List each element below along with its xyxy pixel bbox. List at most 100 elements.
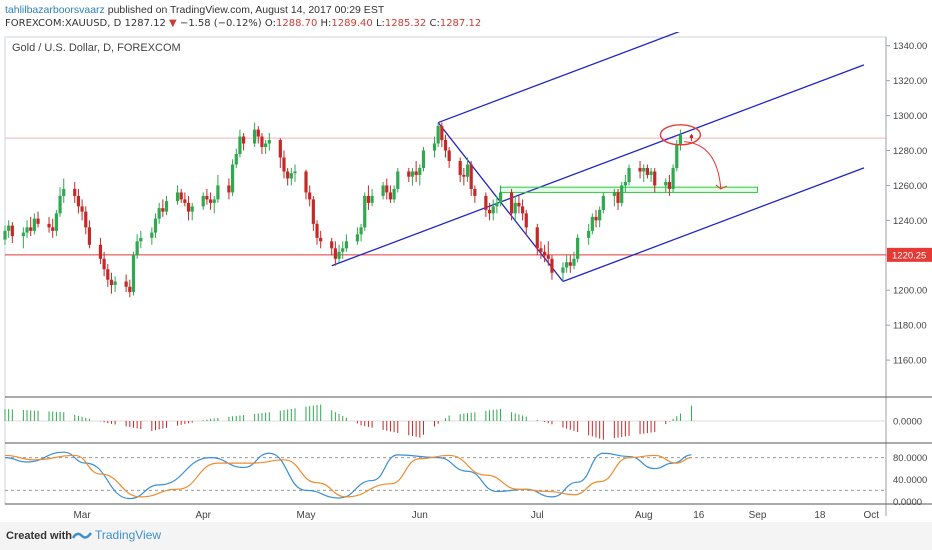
y-tick-label: 1180.00 <box>893 321 927 332</box>
candle-body <box>440 126 444 141</box>
candle-body <box>498 192 503 203</box>
candle-body <box>10 225 14 237</box>
candle-body <box>73 188 77 196</box>
y-tick-label: 80.0000 <box>893 453 927 464</box>
candle-body <box>546 255 550 259</box>
author-link[interactable]: tahlilbazarboorsvaarz <box>5 4 105 16</box>
candle-body <box>443 140 448 151</box>
x-tick-label: Jul <box>531 510 544 521</box>
created-with-label: Created with <box>6 530 73 542</box>
candle-body <box>80 206 84 212</box>
candle-body <box>87 227 92 245</box>
candle-body <box>678 134 683 146</box>
candle-body <box>513 202 517 214</box>
candle-body <box>543 251 547 256</box>
candle-body <box>76 195 81 207</box>
publish-line: tahlilbazarboorsvaarz published on Tradi… <box>5 3 481 17</box>
candle-body <box>234 154 238 165</box>
candle-body <box>308 192 312 200</box>
candle-body <box>620 185 624 203</box>
candle-body <box>535 227 539 249</box>
candle-body <box>671 167 675 189</box>
x-tick-label: 16 <box>693 510 705 521</box>
candle-body <box>7 225 11 231</box>
candle-body <box>164 201 169 212</box>
candle-body <box>230 164 235 193</box>
tradingview-brand[interactable]: TradingView <box>95 528 162 542</box>
candle-body <box>381 185 385 196</box>
candle-body <box>98 244 103 259</box>
candle-body <box>29 227 33 231</box>
candle-body <box>462 174 466 177</box>
candle-body <box>21 232 25 237</box>
candle-body <box>363 195 367 228</box>
candle-body <box>153 218 158 233</box>
candle-body <box>337 251 341 259</box>
candle-body <box>106 269 110 280</box>
close-label: C: <box>429 18 440 29</box>
candle-body <box>278 140 282 158</box>
candle-body <box>264 143 268 148</box>
pitchfork-line <box>437 32 680 124</box>
candle-body <box>645 167 649 175</box>
candle-body <box>25 227 29 233</box>
x-tick-label: 18 <box>814 510 826 521</box>
candle-body <box>392 188 396 200</box>
candle-body <box>179 192 183 200</box>
candle-body <box>539 248 543 252</box>
footer-bar: Created with TradingView <box>0 522 932 550</box>
candle-body <box>128 286 132 292</box>
candle-body <box>612 192 616 196</box>
candle-body <box>54 213 58 231</box>
candle-body <box>58 195 62 214</box>
candle-body <box>260 136 264 148</box>
candle-body <box>473 188 477 196</box>
x-tick-label: Apr <box>195 510 211 521</box>
x-tick-label: Aug <box>635 510 653 521</box>
candle-body <box>623 181 627 186</box>
candle-body <box>407 171 411 177</box>
candle-body <box>183 199 187 203</box>
candle-body <box>432 143 437 151</box>
chart-title: Gold / U.S. Dollar, D, FOREXCOM <box>12 42 181 54</box>
candle-body <box>293 171 297 174</box>
candle-body <box>370 195 374 203</box>
forecast-arrow <box>684 141 722 189</box>
candle-body <box>113 281 117 285</box>
candle-body <box>458 160 462 175</box>
tradingview-logo-icon <box>72 532 92 539</box>
candle-body <box>642 167 646 172</box>
close-value: 1287.12 <box>439 18 482 29</box>
candle-body <box>3 230 7 240</box>
candle-body <box>190 206 194 212</box>
published-text: published on TradingView.com, August 14,… <box>107 4 385 16</box>
candle-body <box>256 129 260 137</box>
highlight-ellipse <box>659 124 702 146</box>
candle-body <box>495 202 499 207</box>
price-chart[interactable]: 1340.00 1320.00 1300.00 1280.00 1260.00 1240.… <box>0 32 932 522</box>
candle-body <box>414 171 418 175</box>
x-tick-label: Mar <box>73 510 91 521</box>
candle-body <box>568 262 572 266</box>
x-tick-label: Jun <box>412 510 428 521</box>
candle-body <box>205 195 209 200</box>
ohlc-line: FOREXCOM:XAUUSD, D 1287.12 ▼ −1.58 (−0.1… <box>5 17 481 31</box>
pitchfork-line <box>562 167 865 283</box>
candle-body <box>601 195 605 210</box>
candle-body <box>212 199 216 203</box>
candle-body <box>131 255 136 292</box>
candle-body <box>102 258 106 270</box>
candle-body <box>161 208 165 212</box>
candle-body <box>385 185 389 193</box>
candle-body <box>410 171 415 177</box>
candle-body <box>388 192 393 200</box>
candle-body <box>469 164 473 189</box>
candle-body <box>638 167 642 172</box>
candle-body <box>675 145 679 168</box>
x-tick-label: May <box>297 510 316 521</box>
candle-body <box>509 192 514 214</box>
candle-body <box>227 185 231 193</box>
candle-body <box>587 230 591 238</box>
candle-body <box>242 136 246 144</box>
candle-body <box>576 237 580 259</box>
